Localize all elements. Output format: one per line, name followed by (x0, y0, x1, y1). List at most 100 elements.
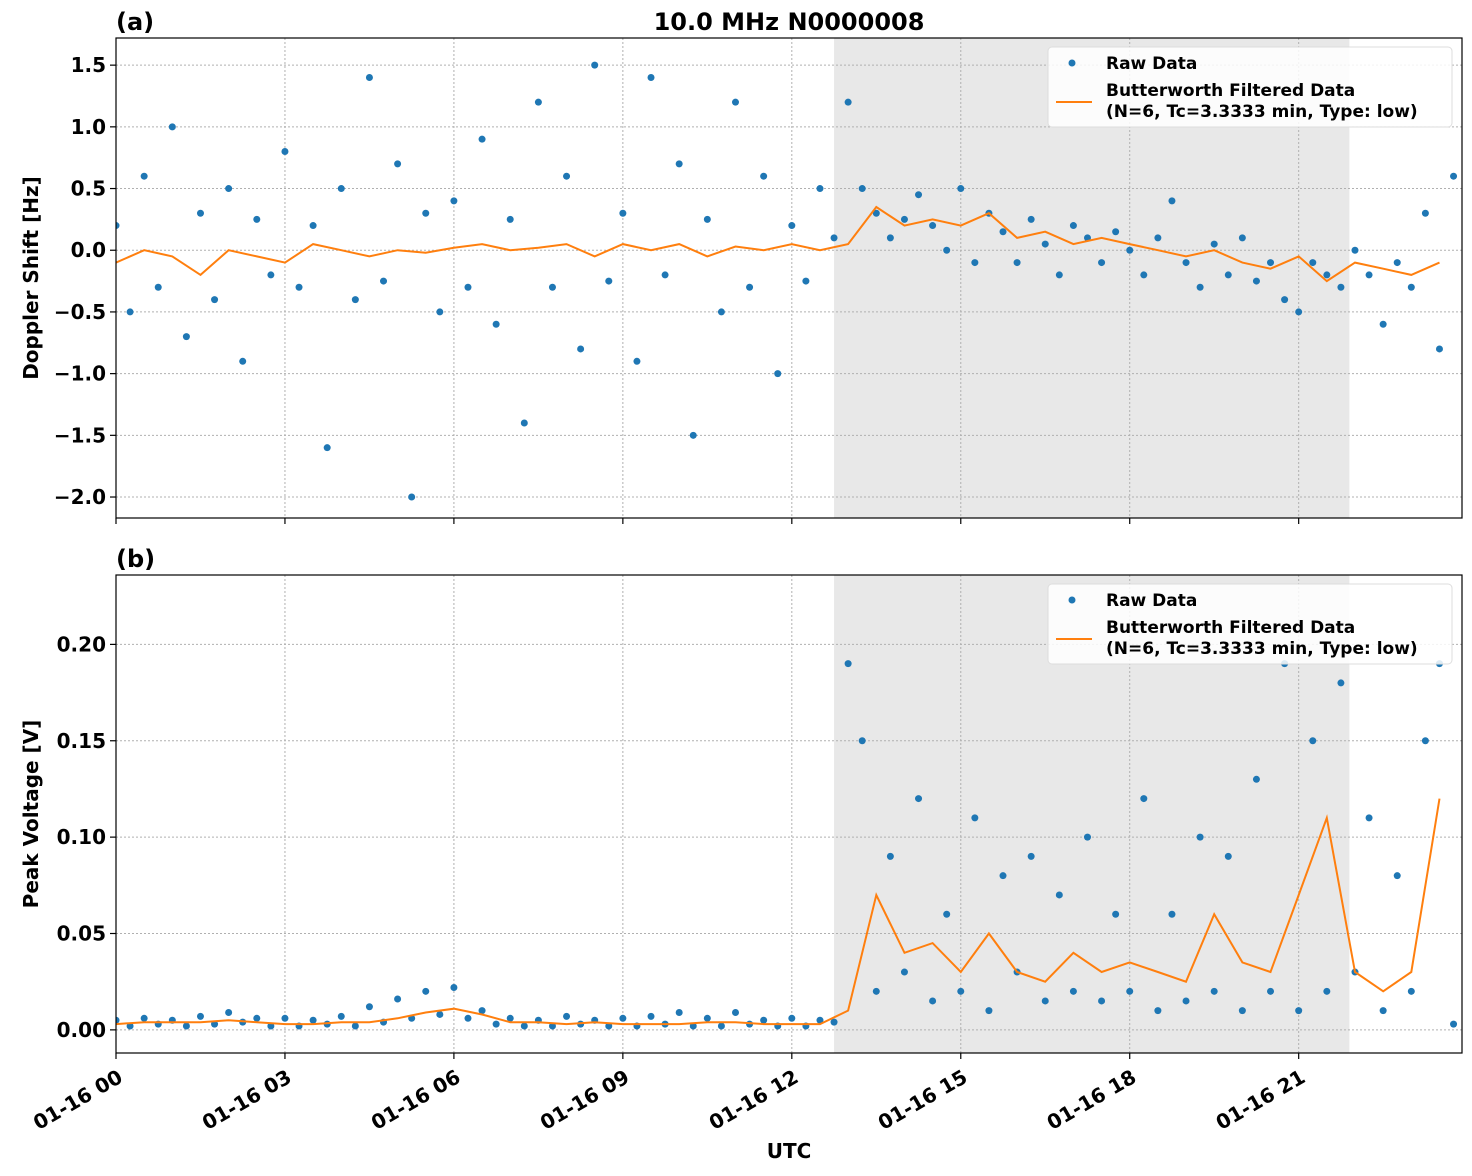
raw-point (450, 197, 458, 205)
raw-point (746, 283, 754, 291)
legend-box (1047, 583, 1453, 665)
raw-point (760, 1016, 768, 1024)
legend-label: Butterworth Filtered Data (1106, 618, 1355, 638)
raw-point (915, 795, 923, 803)
raw-point (760, 172, 768, 180)
chart-title: 10.0 MHz N0000008 (654, 8, 925, 36)
raw-point (422, 987, 430, 995)
raw-point (816, 1016, 824, 1024)
raw-point (703, 215, 711, 223)
raw-point (703, 1014, 711, 1022)
raw-point (239, 357, 247, 365)
raw-point (971, 259, 979, 267)
raw-point (1168, 910, 1176, 918)
x-tick-label: 01-16 15 (874, 1065, 972, 1135)
raw-point (689, 431, 697, 439)
raw-point (337, 185, 345, 193)
raw-point (337, 1012, 345, 1020)
raw-point (196, 209, 204, 217)
x-tick-label: 01-16 03 (198, 1065, 296, 1135)
raw-point (351, 1022, 359, 1030)
raw-point (1013, 259, 1021, 267)
raw-point (886, 852, 894, 860)
raw-point (1112, 228, 1120, 236)
raw-point (675, 160, 683, 168)
y-tick-label: −2.0 (54, 485, 106, 509)
raw-point (1393, 259, 1401, 267)
raw-point (619, 209, 627, 217)
raw-point (563, 172, 571, 180)
raw-point (492, 320, 500, 328)
plot-area (116, 660, 1458, 1030)
raw-point (1224, 271, 1232, 279)
raw-point (351, 296, 359, 304)
raw-point (520, 1022, 528, 1030)
raw-point (1140, 271, 1148, 279)
raw-point (1323, 987, 1331, 995)
raw-point (196, 1012, 204, 1020)
raw-point (1154, 1007, 1162, 1015)
raw-point (394, 160, 402, 168)
raw-point (647, 73, 655, 81)
raw-point (548, 283, 556, 291)
raw-point (675, 1009, 683, 1017)
raw-point (1224, 852, 1232, 860)
raw-point (365, 1003, 373, 1011)
y-tick-label: 1.0 (71, 115, 106, 139)
raw-point (323, 444, 331, 452)
legend-label: Raw Data (1106, 54, 1197, 74)
y-tick-label: 0.5 (71, 177, 106, 201)
raw-point (1393, 872, 1401, 880)
filtered-line (116, 798, 1441, 1026)
raw-point (478, 135, 486, 143)
raw-point (605, 277, 613, 285)
legend-label: (N=6, Tc=3.3333 min, Type: low) (1106, 102, 1418, 122)
legend-marker (1068, 596, 1076, 604)
raw-point (1267, 987, 1275, 995)
raw-point (1041, 997, 1049, 1005)
raw-point (1351, 246, 1359, 254)
raw-point (985, 1007, 993, 1015)
raw-point (225, 185, 233, 193)
raw-point (1379, 320, 1387, 328)
raw-point (506, 1014, 514, 1022)
raw-point (1210, 240, 1218, 248)
raw-point (267, 271, 275, 279)
raw-point (1421, 209, 1429, 217)
raw-point (619, 1014, 627, 1022)
raw-point (999, 228, 1007, 236)
raw-point (872, 987, 880, 995)
raw-point (717, 308, 725, 316)
raw-point (1252, 775, 1260, 783)
raw-point (1407, 283, 1415, 291)
x-tick-label: 01-16 06 (367, 1065, 465, 1135)
raw-point (464, 1014, 472, 1022)
raw-point (900, 215, 908, 223)
y-axis-label: Peak Voltage [V] (19, 720, 43, 909)
raw-point (802, 277, 810, 285)
raw-point (1309, 259, 1317, 267)
y-tick-label: 0.05 (57, 922, 106, 946)
raw-point (830, 234, 838, 242)
raw-point (394, 995, 402, 1003)
raw-point (1182, 259, 1190, 267)
raw-point (295, 283, 303, 291)
raw-point (1450, 172, 1458, 180)
raw-point (281, 148, 289, 156)
raw-point (957, 987, 965, 995)
raw-point (788, 1014, 796, 1022)
raw-point (253, 1014, 261, 1022)
raw-point (1069, 222, 1077, 230)
legend-label: Butterworth Filtered Data (1106, 81, 1355, 101)
raw-point (436, 308, 444, 316)
raw-point (1196, 833, 1204, 841)
raw-point (408, 493, 416, 501)
raw-point (309, 1016, 317, 1024)
x-tick-label: 01-16 09 (536, 1065, 634, 1135)
raw-point (1281, 296, 1289, 304)
raw-point (365, 73, 373, 81)
raw-point (971, 814, 979, 822)
raw-point (816, 185, 824, 193)
raw-point (182, 1022, 190, 1030)
raw-point (309, 222, 317, 230)
